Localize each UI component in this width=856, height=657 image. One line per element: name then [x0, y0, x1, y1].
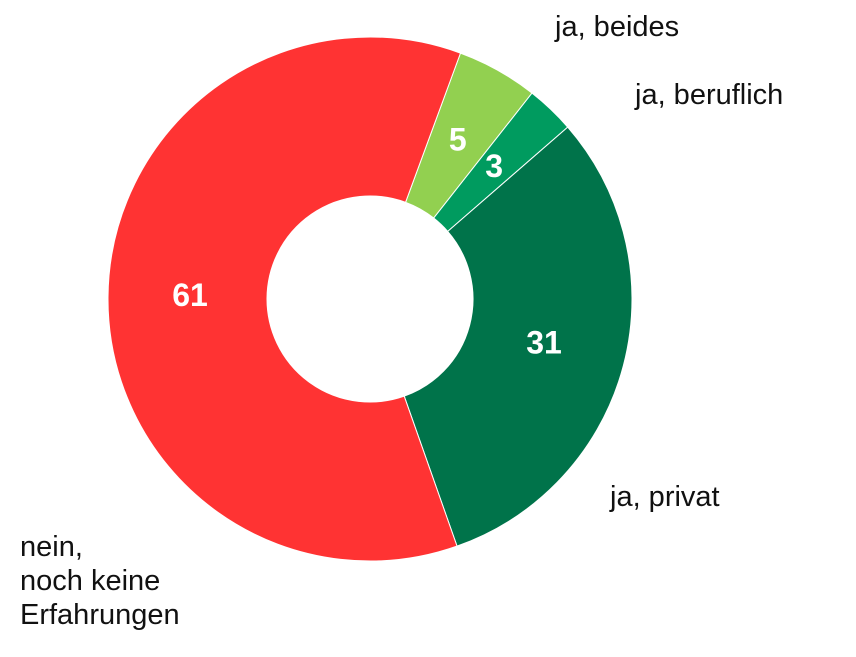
data-label: 61	[172, 277, 208, 313]
donut-segment	[403, 126, 633, 547]
data-label: 31	[526, 324, 562, 360]
category-label: ja, privat	[610, 481, 720, 513]
donut-segment	[107, 36, 462, 562]
category-label: ja, beides	[555, 11, 680, 43]
category-label: nein, noch keine Erfahrungen	[20, 531, 180, 631]
data-label: 3	[485, 148, 503, 184]
data-label: 5	[449, 121, 467, 157]
category-label: ja, beruflich	[635, 79, 784, 111]
